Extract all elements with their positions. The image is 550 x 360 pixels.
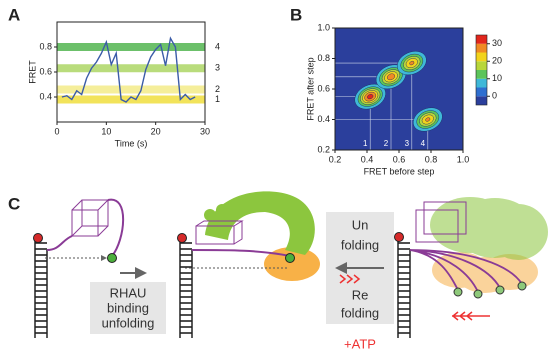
- y-tick-label: 0.2: [317, 144, 330, 154]
- box-text: folding: [341, 305, 379, 320]
- colorbar-swatch: [476, 52, 487, 62]
- level-label: 3: [215, 63, 220, 73]
- colorbar-swatch: [476, 35, 487, 44]
- panel-label: B: [290, 5, 302, 24]
- box-text: unfolding: [102, 315, 155, 330]
- x-axis-label: Time (s): [115, 138, 148, 148]
- contour-ring: [386, 73, 396, 81]
- colorbar-label: 20: [492, 56, 502, 66]
- x-tick-label: 10: [101, 126, 111, 136]
- x-axis-label: FRET before step: [364, 166, 435, 176]
- box-text: binding: [107, 300, 149, 315]
- x-tick-label: 1.0: [457, 154, 470, 164]
- y-tick-label: 0.4: [317, 114, 330, 124]
- y-tick-label: 0.6: [317, 83, 330, 93]
- y-axis-label: FRET after step: [305, 57, 315, 120]
- box-text: folding: [341, 237, 379, 252]
- level-label: 2: [215, 84, 220, 94]
- box-text: RHAU: [110, 285, 147, 300]
- panel-label: A: [8, 5, 20, 24]
- colorbar-swatch: [476, 70, 487, 79]
- text-box: [90, 282, 166, 334]
- x-tick-label: 0.6: [393, 154, 406, 164]
- x-tick-label: 20: [151, 126, 161, 136]
- colorbar-label: 10: [492, 73, 502, 83]
- x-tick-label: 0.2: [329, 154, 342, 164]
- level-band: [57, 64, 205, 73]
- plot-frame: [334, 27, 464, 151]
- level-label: 4: [215, 41, 220, 51]
- y-tick-label: 0.8: [317, 53, 330, 63]
- dye: [33, 233, 43, 243]
- colorbar-label: 0: [492, 91, 497, 101]
- level-band: [57, 95, 205, 104]
- x-tick-label: 0: [54, 126, 59, 136]
- g-quadruplex: [46, 198, 125, 257]
- x-tick-label: 30: [200, 126, 210, 136]
- rhau-protein: [205, 191, 315, 255]
- colorbar-swatch: [476, 87, 487, 97]
- peak-label: 3: [405, 139, 410, 148]
- y-tick-label: 1.0: [317, 22, 330, 32]
- level-band: [57, 85, 205, 94]
- diagram: [33, 191, 548, 338]
- colorbar-swatch: [476, 61, 487, 70]
- peak-label: 1: [363, 139, 368, 148]
- box-text: Re: [352, 287, 369, 302]
- peak-label: 2: [384, 139, 389, 148]
- colorbar-label: 30: [492, 38, 502, 48]
- panel-label: C: [8, 194, 20, 213]
- x-tick-label: 0.8: [425, 154, 438, 164]
- dna: [35, 242, 47, 338]
- x-tick-label: 0.4: [361, 154, 374, 164]
- colorbar-swatch: [476, 96, 487, 105]
- level-label: 1: [215, 94, 220, 104]
- contour-ring: [409, 61, 415, 66]
- colorbar-frame: [475, 34, 488, 106]
- y-tick-label: 0.6: [39, 66, 52, 76]
- plot-background: [335, 28, 463, 150]
- colorbar-swatch: [476, 78, 487, 88]
- level-band: [57, 43, 205, 51]
- atp-label: +ATP: [344, 336, 376, 351]
- protein-domain: [264, 247, 320, 281]
- y-tick-label: 0.4: [39, 91, 52, 101]
- box-text: Un: [352, 217, 369, 232]
- contour-ring: [425, 117, 431, 122]
- y-tick-label: 0.8: [39, 41, 52, 51]
- plot-frame: [56, 21, 206, 123]
- colorbar-swatch: [476, 43, 487, 53]
- fret-trace: [61, 36, 196, 103]
- y-axis-label: FRET: [27, 60, 37, 84]
- peak-label: 4: [421, 139, 426, 148]
- contour-ring: [367, 94, 374, 100]
